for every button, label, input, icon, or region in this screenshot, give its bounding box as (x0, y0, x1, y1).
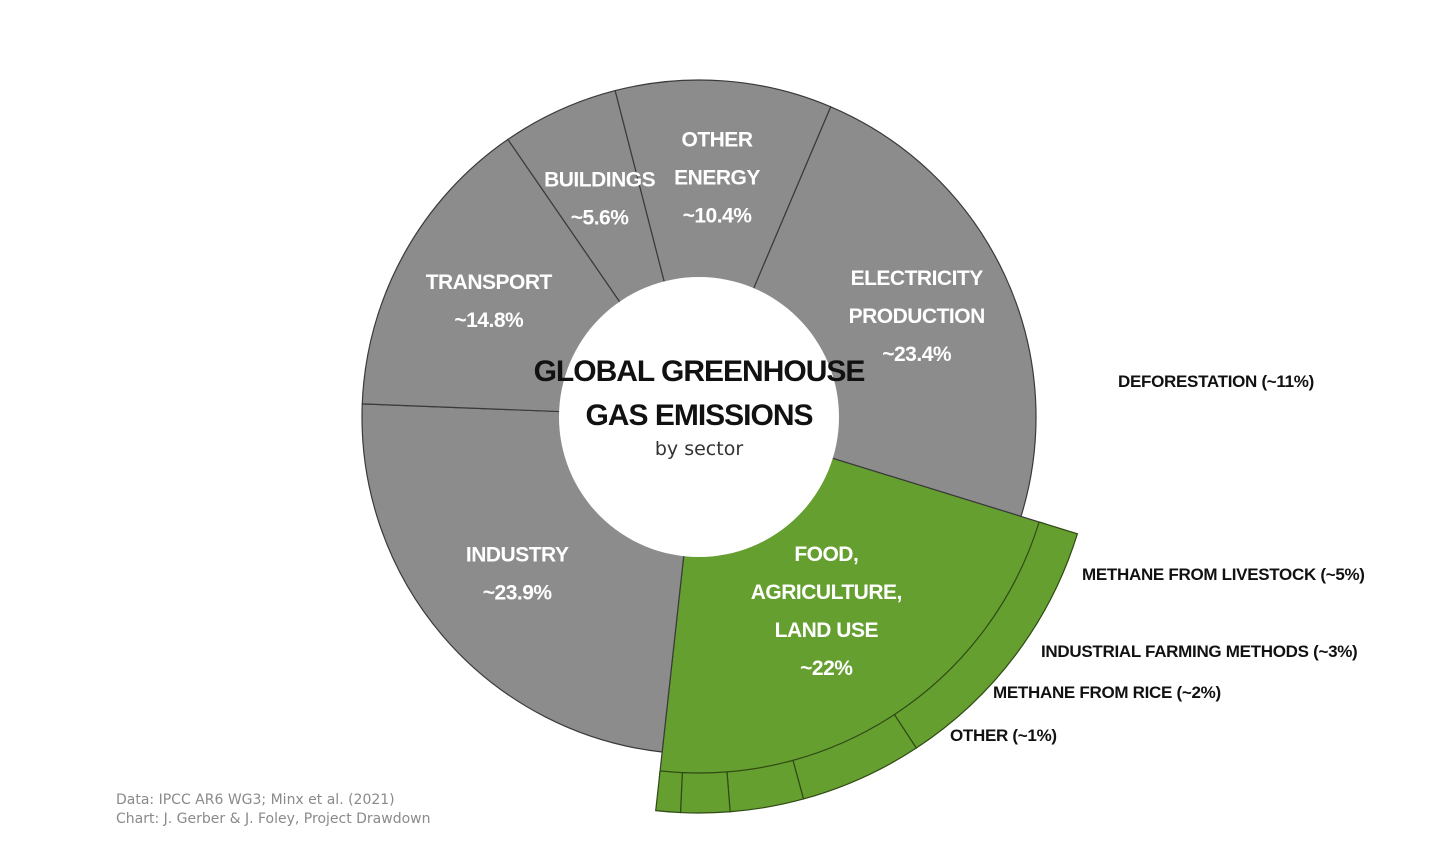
breakdown-slice-3 (679, 771, 731, 814)
sector-label-5-line-0: OTHER (681, 129, 752, 152)
sector-label-2-line-1: ~23.9% (483, 582, 553, 605)
breakdown-labels: DEFORESTATION (~11%) METHANE FROM LIVESTO… (950, 372, 1365, 745)
chart-title-line-2: GAS EMISSIONS (585, 399, 812, 432)
sector-slice-5 (614, 79, 832, 419)
sector-label-1-line-2: LAND USE (775, 619, 879, 642)
sector-label-0-line-0: ELECTRICITY (851, 267, 984, 290)
source-line-2: Chart: J. Gerber & J. Foley, Project Dra… (116, 811, 431, 827)
sector-label-1-line-1: AGRICULTURE, (751, 581, 902, 604)
sector-label-0-line-2: ~23.4% (882, 343, 952, 366)
chart-title-line-1: GLOBAL GREENHOUSE (534, 355, 865, 388)
chart-subtitle: by sector (655, 438, 743, 460)
center-hole (559, 277, 839, 557)
sector-label-5-line-2: ~10.4% (683, 205, 753, 228)
food-breakdown-slices (655, 521, 1079, 814)
sector-label-3-line-1: ~14.8% (454, 309, 524, 332)
breakdown-slice-4 (655, 770, 683, 814)
sector-label-1-line-0: FOOD, (794, 543, 858, 566)
breakdown-label-3: METHANE FROM RICE (~2%) (993, 683, 1221, 702)
breakdown-label-2: INDUSTRIAL FARMING METHODS (~3%) (1041, 642, 1357, 661)
source-line-1: Data: IPCC AR6 WG3; Minx et al. (2021) (116, 792, 395, 808)
breakdown-label-4: OTHER (~1%) (950, 726, 1057, 745)
sector-label-0-line-1: PRODUCTION (849, 305, 985, 328)
sector-label-2-line-0: INDUSTRY (466, 544, 569, 567)
sector-label-3-line-0: TRANSPORT (426, 271, 553, 294)
sector-label-5-line-1: ENERGY (674, 167, 760, 190)
sector-label-4-line-0: BUILDINGS (544, 169, 655, 192)
sector-label-1-line-3: ~22% (800, 657, 853, 680)
breakdown-label-1: METHANE FROM LIVESTOCK (~5%) (1082, 565, 1365, 584)
sector-label-4-line-1: ~5.6% (571, 207, 629, 230)
breakdown-label-0: DEFORESTATION (~11%) (1118, 372, 1314, 391)
sector-labels: ELECTRICITY PRODUCTION ~23.4% FOOD, AGRICULT… (426, 129, 986, 680)
